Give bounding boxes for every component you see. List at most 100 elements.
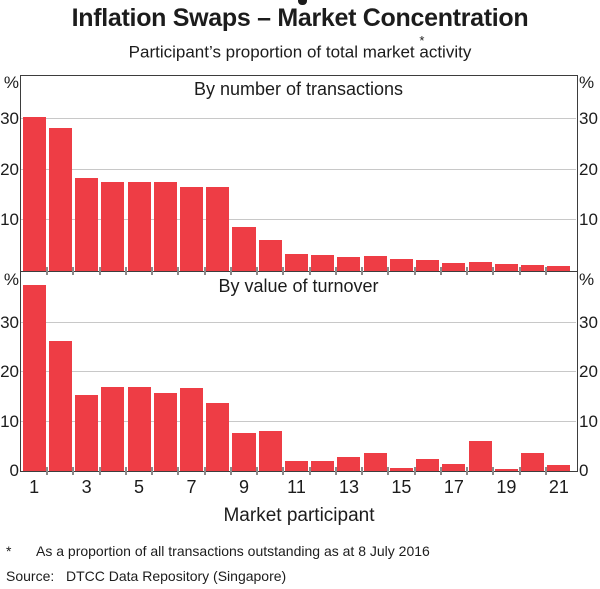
bar-participant-19 (494, 264, 518, 271)
x-axis-tick (177, 267, 180, 275)
x-axis-tick (466, 267, 469, 275)
x-axis-tick-label-11: 11 (287, 477, 306, 497)
gridline-10 (21, 219, 576, 221)
x-axis-tick (334, 467, 337, 475)
x-axis-tick (98, 467, 101, 475)
bar-participant-5 (127, 387, 151, 471)
bar-slot (441, 273, 467, 471)
bar-slot (519, 273, 545, 471)
x-axis-tick (46, 467, 49, 475)
x-axis-tick (98, 267, 101, 275)
bar-participant-15 (389, 259, 413, 271)
bar-participant-13 (337, 456, 361, 471)
bar-slot (257, 76, 283, 271)
bar-participant-7 (179, 387, 204, 471)
bar-participant-2 (48, 127, 72, 271)
bar-participant-15 (389, 468, 413, 471)
bar-participant-1 (22, 285, 46, 471)
bar-participant-20 (521, 452, 545, 471)
x-axis-tick (72, 267, 75, 275)
bar-slot (73, 273, 99, 471)
y-axis-unit-label: % (579, 73, 595, 92)
x-axis-tick (229, 467, 232, 475)
x-axis-tick (544, 267, 547, 275)
bar-slot (362, 273, 388, 471)
bar-participant-11 (284, 253, 308, 271)
x-axis-tick (334, 267, 337, 275)
gridline-20 (21, 168, 576, 170)
bar-participant-6 (153, 181, 177, 271)
bar-participant-14 (363, 452, 387, 471)
x-axis-tick (387, 267, 390, 275)
x-axis-tick (439, 467, 442, 475)
bar-slot (283, 76, 309, 271)
bar-slot (310, 273, 336, 471)
bar-participant-4 (101, 181, 125, 271)
y-axis-tick-label: 30 (579, 109, 598, 129)
bar-slot (336, 76, 362, 271)
y-axis-tick-label: 30 (0, 312, 19, 332)
x-axis-tick-labels: 1 3 5 7 9 11 13 15 17 19 21 (21, 477, 576, 499)
x-axis-tick (256, 467, 259, 475)
x-axis-tick (151, 467, 154, 475)
gridline-10 (21, 420, 576, 422)
bar-participant-14 (363, 256, 387, 271)
y-axis-tick-label: 20 (0, 362, 19, 381)
bar-participant-4 (101, 387, 125, 471)
panel-divider-line (20, 270, 578, 272)
bar-slot (47, 273, 73, 471)
bar-slot (21, 76, 47, 271)
x-axis-tick-label-13: 13 (338, 477, 359, 497)
x-axis-tick (282, 467, 285, 475)
x-axis-tick (361, 267, 364, 275)
bar-slot (47, 76, 73, 271)
x-axis-tick (124, 467, 127, 475)
source-text: DTCC Data Repository (Singapore) (66, 568, 287, 584)
bar-slot (283, 273, 309, 471)
x-axis-tick (203, 467, 206, 475)
bar-slot (231, 273, 257, 471)
x-axis-tick (413, 267, 416, 275)
bar-slot (257, 273, 283, 471)
y-axis-tick-label: 20 (579, 362, 598, 381)
bar-slot (205, 273, 231, 471)
bar-slot (126, 76, 152, 271)
bar-slot (100, 273, 126, 471)
panel-title-top: By number of transactions (193, 79, 404, 99)
x-axis-title: Market participant (223, 505, 375, 526)
panel-by-number-of-transactions: By number of transactions 10 10 20 20 30 30%% (0, 74, 598, 275)
plot-frame (20, 75, 578, 472)
bar-slot (493, 76, 519, 271)
y-axis-tick-label: 10 (0, 411, 19, 431)
bar-slot (178, 76, 204, 271)
bar-participant-12 (311, 461, 335, 471)
bar-slot (519, 76, 545, 271)
bar-participant-18 (468, 261, 492, 271)
x-axis-tick (518, 467, 521, 475)
x-axis-tick (124, 267, 127, 275)
x-axis-tick (177, 467, 180, 475)
bar-slot (73, 76, 99, 271)
x-axis-tick (46, 267, 49, 275)
y-axis-tick-label: 10 (579, 210, 598, 230)
x-axis-tick (229, 267, 232, 275)
x-axis-tick-label-7: 7 (186, 477, 197, 497)
clipped-header-fragment (298, 0, 307, 5)
gridline-30 (21, 321, 576, 323)
y-axis-unit-label: % (3, 73, 19, 92)
x-axis-tick (282, 267, 285, 275)
bar-slot (388, 76, 414, 271)
bar-slot (546, 273, 572, 471)
x-axis-tick (308, 467, 311, 475)
bar-participant-18 (468, 441, 492, 471)
bar-participant-7 (179, 186, 204, 271)
bar-participant-3 (75, 178, 99, 271)
bar-slot (231, 76, 257, 271)
gridline-30 (21, 118, 576, 120)
x-axis-tick (361, 467, 364, 475)
bar-series (21, 273, 576, 471)
footnote-marker: * (6, 543, 12, 559)
x-axis-tick (492, 267, 495, 275)
chart-subtitle: Participant’s proportion of total market… (128, 33, 472, 62)
